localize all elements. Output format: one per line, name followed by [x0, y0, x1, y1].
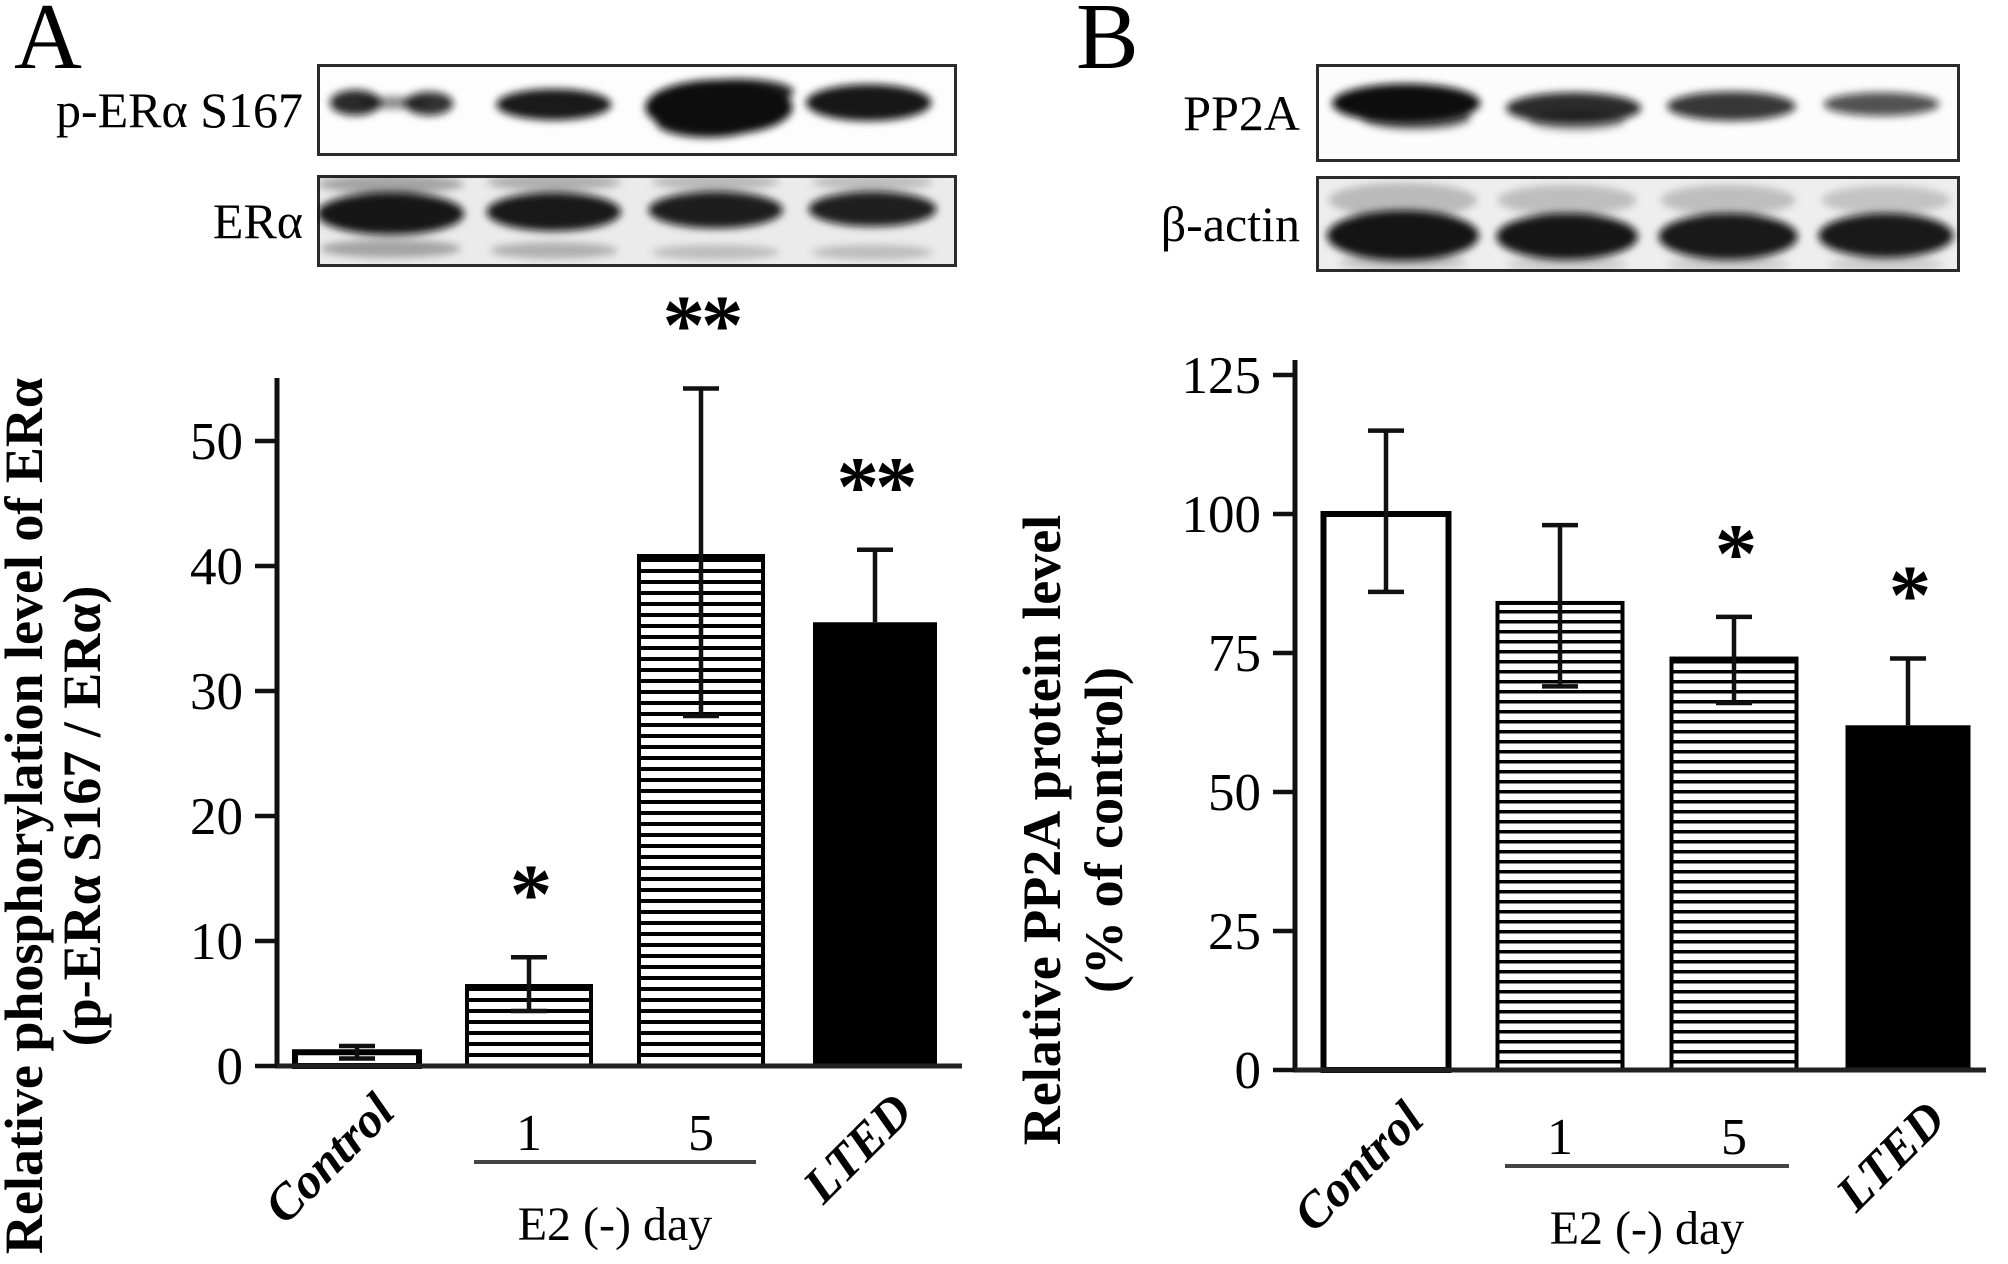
y-tick-label: 50 [190, 413, 243, 471]
bar-lted [813, 622, 937, 1066]
y-axis-title-line2: (p-ERα S167 / ERα) [52, 586, 112, 1047]
bar-chart-pp2a-level: Control 1 * 5 * LTED 0 25 50 75 100 125 E2 (-) day Re… [1012, 347, 1986, 1255]
protein-band [656, 108, 759, 138]
x-category-label: 1 [516, 1105, 542, 1162]
protein-band [1497, 184, 1637, 216]
x-category-label: Control [253, 1082, 405, 1234]
bar-lted [1845, 725, 1971, 1070]
y-axis-title-line1: Relative phosphorylation level of ERα [0, 378, 54, 1254]
y-tick-label: 0 [1235, 1042, 1262, 1100]
y-axis-title-line2: (% of control) [1074, 667, 1134, 993]
x-category-label: 1 [1547, 1109, 1573, 1166]
bar-control [1320, 511, 1452, 1073]
panel-b-letter: B [1076, 0, 1139, 89]
group-axis-label: E2 (-) day [518, 1198, 713, 1251]
protein-band [486, 175, 621, 191]
blot-label-beta-actin: β-actin [1160, 196, 1300, 252]
x-category-label: 5 [1721, 1109, 1747, 1166]
blot-bands [317, 175, 937, 260]
significance-marker: ** [663, 279, 741, 373]
blot-label-pp2a: PP2A [1183, 85, 1300, 141]
y-tick-label: 10 [190, 913, 243, 971]
protein-band [1528, 111, 1626, 131]
protein-band [1361, 106, 1471, 130]
protein-band [317, 192, 465, 235]
protein-band [1658, 213, 1798, 260]
significance-marker: ** [837, 440, 915, 534]
blot-bands [1332, 83, 1940, 131]
significance-marker: * [1889, 549, 1928, 643]
protein-band [329, 89, 381, 116]
protein-band [1821, 185, 1951, 215]
x-category-label: 5 [688, 1105, 714, 1162]
protein-band [496, 88, 612, 121]
protein-band [489, 242, 618, 259]
protein-band [811, 244, 934, 260]
protein-band [1827, 257, 1944, 272]
x-category-label: Control [1282, 1090, 1434, 1242]
protein-band [1666, 91, 1796, 121]
protein-band [1660, 184, 1796, 216]
western-blot-image-p-era-s167 [317, 64, 957, 156]
significance-marker: * [1715, 507, 1754, 601]
protein-band [320, 239, 461, 258]
protein-band [1496, 213, 1638, 260]
protein-band [648, 191, 783, 229]
protein-band [1823, 92, 1940, 116]
significance-marker: * [510, 847, 549, 941]
x-category-label: LTED [791, 1082, 923, 1214]
blot-bands [1326, 182, 1954, 272]
protein-band [808, 191, 937, 227]
blot-label-p-era-s167: p-ERα S167 [55, 82, 303, 138]
western-blot-image-pp2a [1316, 64, 1960, 162]
y-tick-label: 100 [1182, 486, 1262, 544]
y-axis-title-line1: Relative PP2A protein level [1012, 515, 1072, 1145]
blot-label-era: ERα [212, 193, 303, 249]
y-tick-label: 50 [1208, 764, 1261, 822]
y-tick-label: 125 [1182, 347, 1262, 405]
x-category-label: LTED [1824, 1090, 1956, 1222]
protein-band [651, 244, 780, 260]
protein-band [1666, 257, 1790, 272]
protein-band [1328, 182, 1477, 218]
blot-bands [329, 78, 932, 138]
protein-band [1818, 213, 1954, 258]
protein-band [811, 175, 934, 190]
protein-band [404, 91, 454, 116]
protein-band [1505, 257, 1629, 272]
protein-band [805, 84, 932, 122]
y-tick-label: 30 [190, 663, 243, 721]
protein-band [685, 78, 794, 105]
western-blot-image-era [317, 175, 957, 267]
y-tick-label: 20 [190, 788, 243, 846]
protein-band [1338, 254, 1468, 271]
y-tick-label: 0 [217, 1038, 244, 1096]
western-blot-image-beta-actin [1316, 176, 1960, 272]
protein-band [651, 175, 780, 190]
group-axis-label: E2 (-) day [1550, 1202, 1745, 1255]
protein-band [486, 192, 621, 232]
bar-5 [1669, 656, 1799, 1072]
protein-band [317, 175, 465, 194]
bar-chart-phospho-era: Control * 1 ** 5 ** LTED 0 10 20 30 40 50 E2 (-) day R… [0, 279, 962, 1254]
protein-band [1326, 210, 1479, 261]
y-tick-label: 40 [190, 538, 243, 596]
panel-a-letter: A [14, 0, 82, 89]
y-tick-label: 25 [1208, 903, 1261, 961]
y-tick-label: 75 [1208, 625, 1261, 683]
